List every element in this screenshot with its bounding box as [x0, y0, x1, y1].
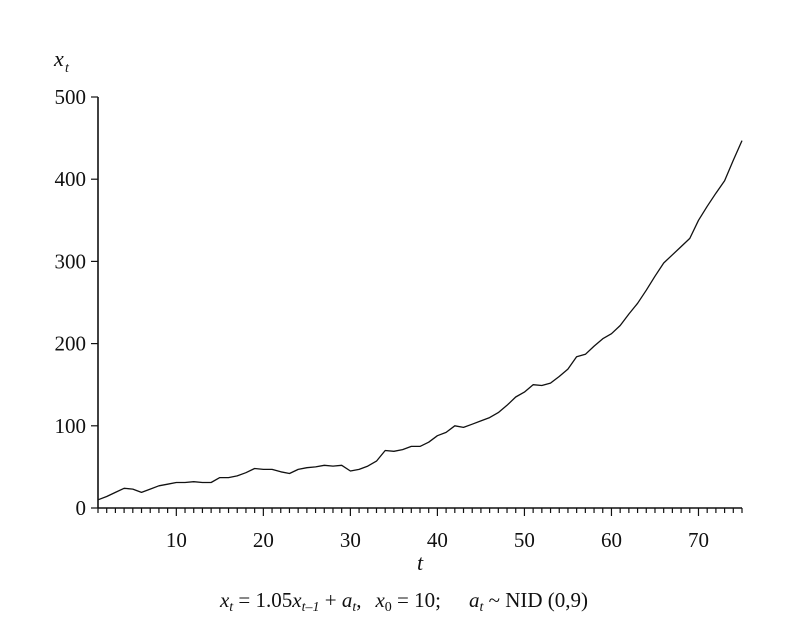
chart-caption-equation: xt = 1.05xt–1 + at, x0 = 10; at ~ NID (0,9…: [0, 588, 808, 615]
eq-coeff: = 1.05: [238, 588, 293, 612]
x-tick-label: 40: [427, 528, 448, 552]
y-tick-label: 0: [76, 496, 87, 520]
eq-init-var: x: [375, 588, 385, 612]
x-tick-label: 20: [253, 528, 274, 552]
eq-lhs-sub: t: [229, 600, 234, 615]
eq-init-sub: 0: [384, 600, 392, 615]
eq-lhs-var: x: [219, 588, 230, 612]
x-tick-label: 70: [688, 528, 709, 552]
y-tick-label: 400: [55, 167, 87, 191]
eq-dist: ~ NID (0,9): [488, 588, 589, 612]
eq-shock-sub: t: [352, 600, 357, 615]
y-axis-label-subscript: t: [65, 61, 70, 76]
y-tick-label: 100: [55, 414, 87, 438]
eq-rhs-var: x: [292, 588, 302, 612]
eq-dist-sub: t: [479, 600, 484, 615]
x-tick-label: 50: [514, 528, 535, 552]
eq-sep: ,: [356, 588, 362, 612]
x-tick-label: 30: [340, 528, 361, 552]
y-tick-label: 500: [55, 85, 87, 109]
x-tick-label: 10: [166, 528, 187, 552]
time-series-chart: x t 0 100 200 300 400 500 10 20 30 40 50 60 70 t: [53, 46, 743, 575]
plot-area: [97, 140, 743, 501]
x-tick-label: 60: [601, 528, 622, 552]
eq-shock-var: a: [341, 588, 353, 612]
y-tick-label: 200: [55, 332, 87, 356]
y-axis-title: x t: [53, 46, 70, 76]
eq-rhs-sub: t–1: [301, 600, 320, 615]
eq-dist-var: a: [468, 588, 480, 612]
eq-init-val: = 10;: [397, 588, 441, 612]
y-axis-label: x: [53, 46, 64, 71]
y-axis: 0 100 200 300 400 500: [55, 85, 99, 520]
x-axis-label: t: [417, 550, 424, 575]
y-tick-label: 300: [55, 249, 87, 273]
x-axis: 10 20 30 40 50 60 70: [97, 507, 743, 552]
series-line: [97, 140, 743, 501]
eq-plus: +: [324, 588, 337, 612]
